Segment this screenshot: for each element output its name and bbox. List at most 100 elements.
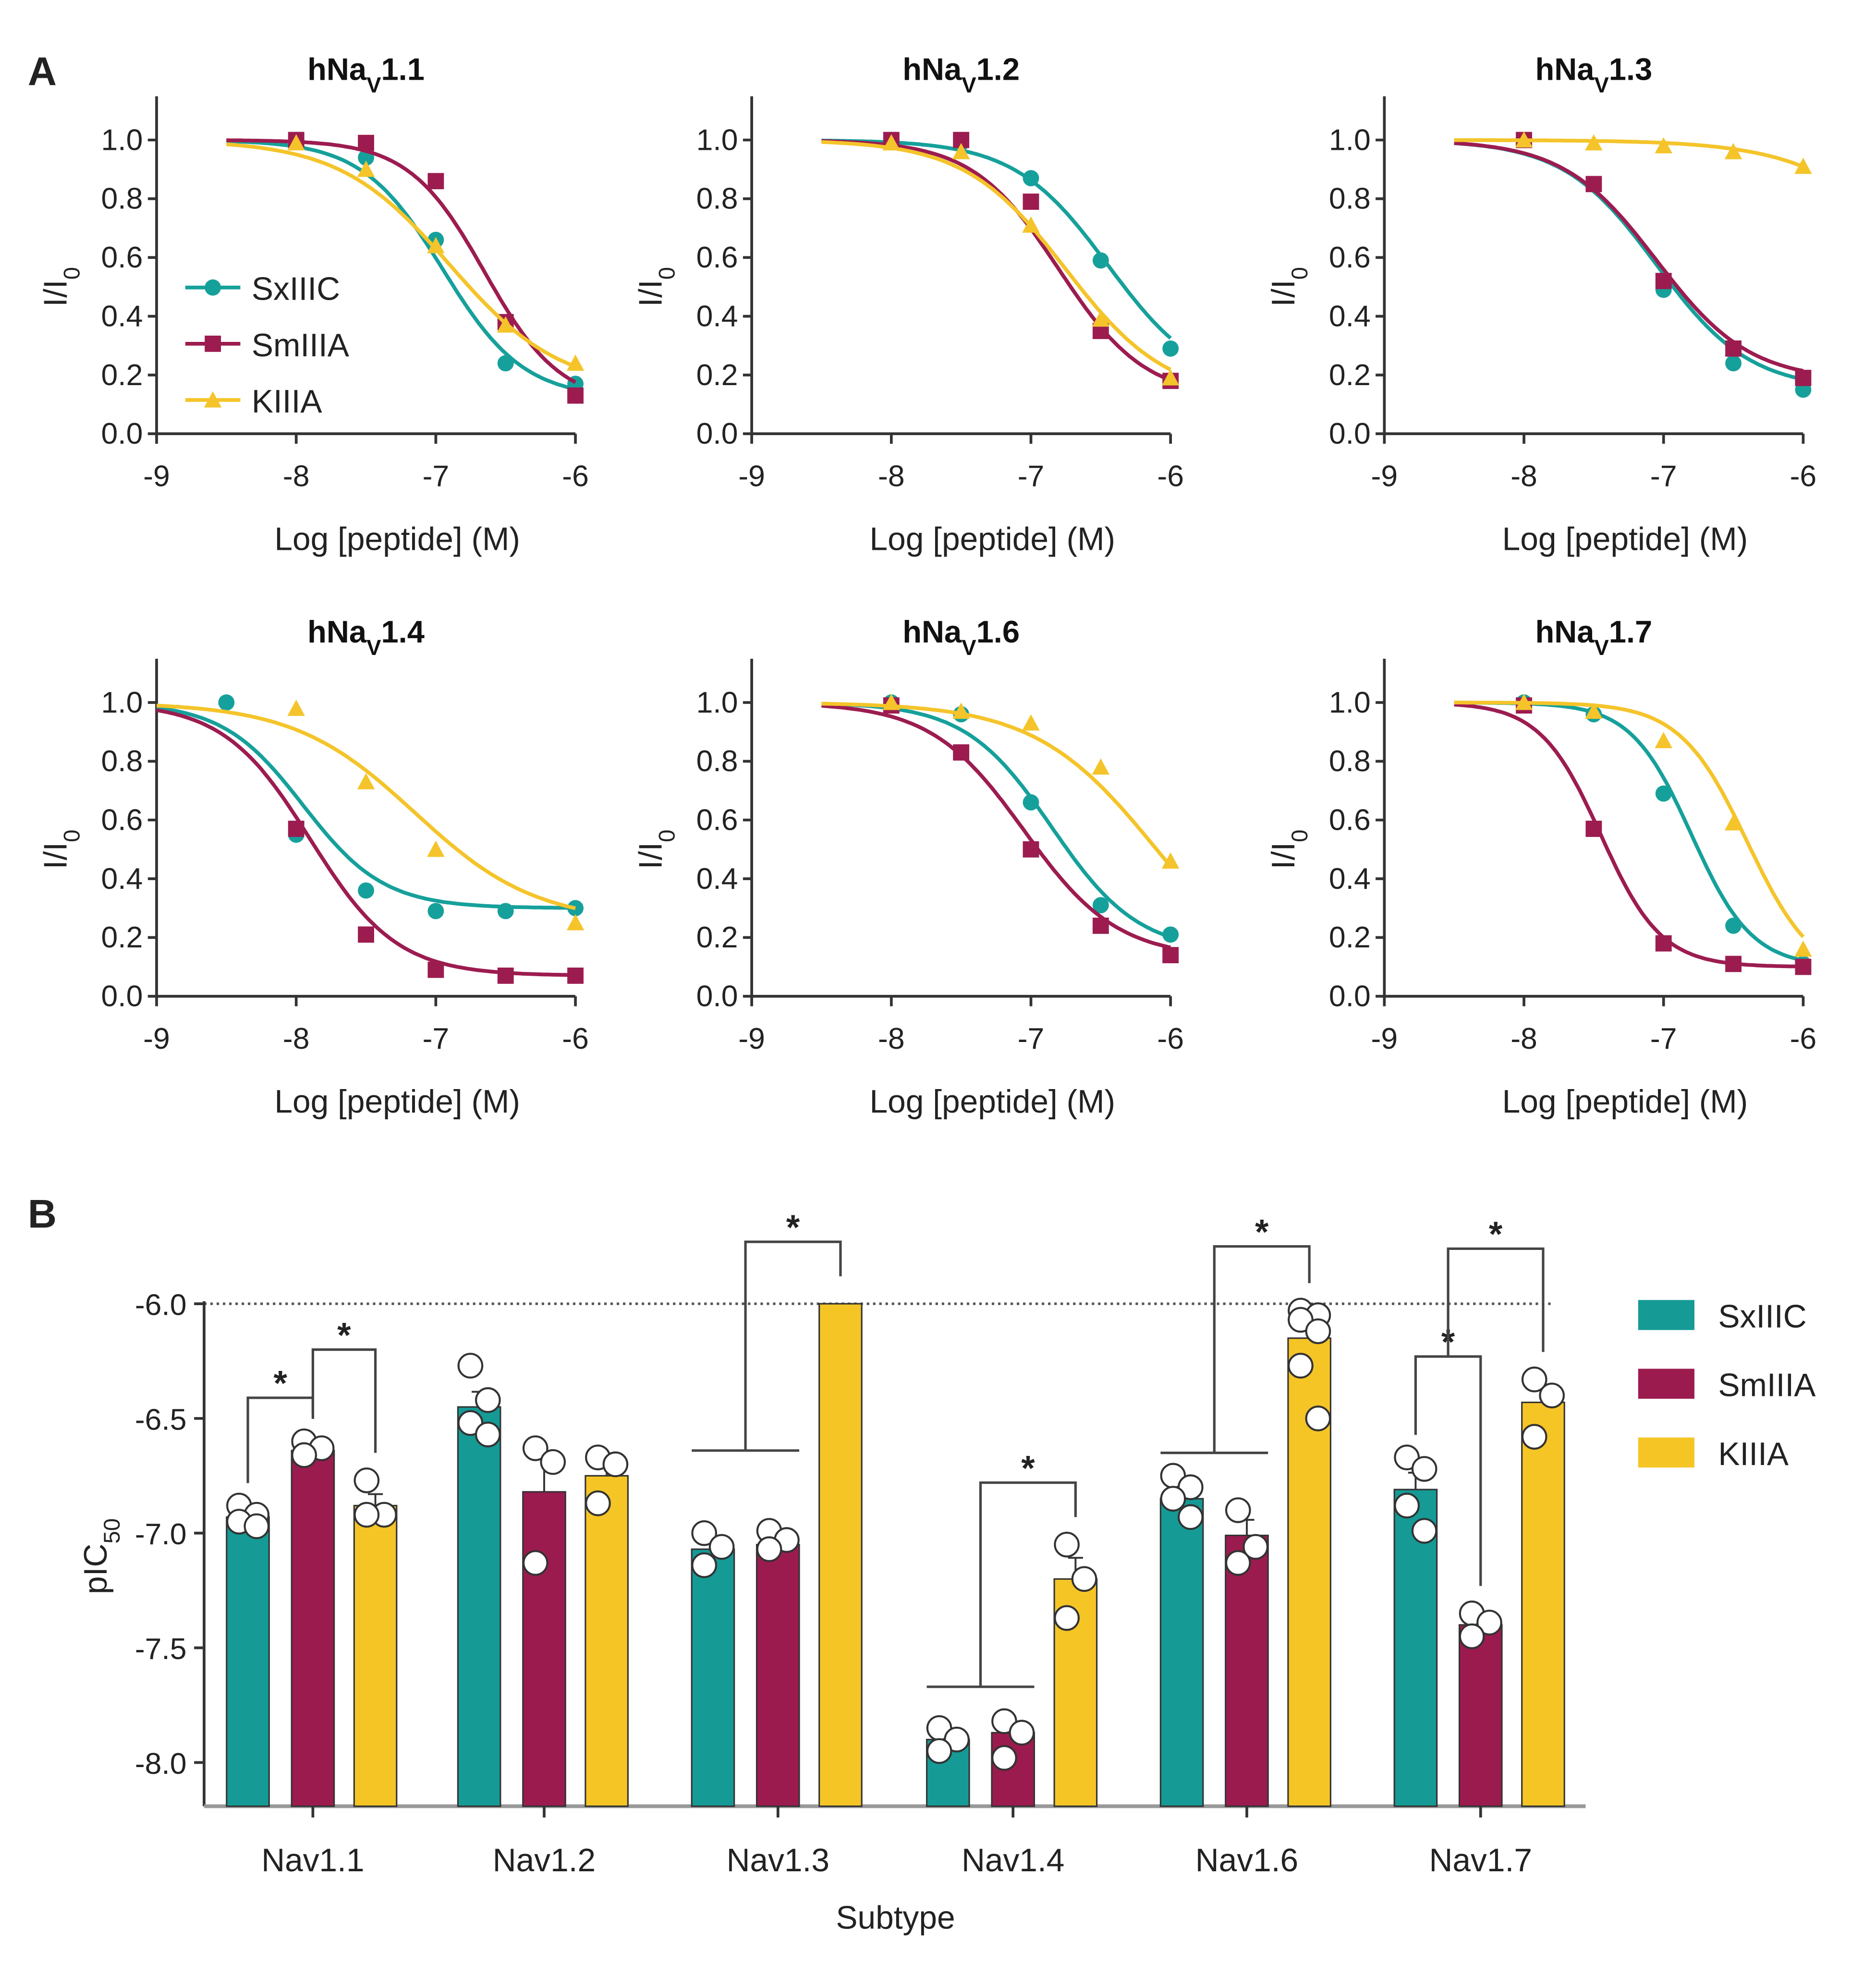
legend-label: SxIIIC xyxy=(252,271,340,307)
replicate-point xyxy=(1305,1318,1331,1345)
data-point-KIIIA xyxy=(357,773,375,789)
y-tick-label: -7.0 xyxy=(135,1517,187,1551)
y-tick-label: 0.8 xyxy=(1329,182,1371,216)
x-tick-label: -7 xyxy=(1650,1022,1677,1055)
data-point-KIIIA xyxy=(1515,693,1533,710)
y-tick-label: 1.0 xyxy=(696,123,738,157)
significance-bracket-Nav1.7: * xyxy=(1447,1215,1545,1357)
data-point-SmIIIA xyxy=(953,744,970,761)
x-tick-label: -7 xyxy=(1018,460,1045,493)
data-point-SmIIIA xyxy=(1162,947,1179,963)
data-point-SmIIIA xyxy=(1725,340,1742,357)
significance-label: * xyxy=(337,1316,351,1355)
data-point-SxIIIC xyxy=(497,903,514,920)
data-point-SxIIIC xyxy=(1162,340,1179,357)
data-point-SmIIIA xyxy=(1023,841,1039,858)
data-point-KIIIA xyxy=(287,699,305,716)
replicate-point xyxy=(585,1490,611,1516)
x-tick-label: -9 xyxy=(738,1022,765,1055)
subplot-1-3: hNaV1.3 0.0 0.2 0.4 0.6 0.8 1.0 -9 -8 -7 -6 Log [pe… xyxy=(1266,52,1816,557)
x-tick-label: -6 xyxy=(1790,460,1817,493)
replicate-point xyxy=(475,1387,501,1413)
bar-KIIIA-Nav1.7 xyxy=(1521,1401,1565,1807)
y-tick-label: 0.0 xyxy=(696,980,738,1013)
fit-curve-SmIIIA xyxy=(226,138,577,384)
bar-SxIIIC-Nav1.1 xyxy=(226,1516,270,1807)
subplot-1-6: hNaV1.6 0.0 0.2 0.4 0.6 0.8 1.0 -9 -8 -7 -6 Log [pe… xyxy=(633,614,1184,1120)
x-axis-label: Subtype xyxy=(836,1900,955,1936)
data-point-SmIIIA xyxy=(567,967,584,984)
significance-label: * xyxy=(786,1208,800,1247)
data-point-SmIIIA xyxy=(497,967,514,984)
data-point-KIIIA xyxy=(357,160,375,177)
y-tick-label: 0.6 xyxy=(101,803,143,837)
y-axis-label: I/I0 xyxy=(633,829,680,869)
data-point-KIIIA xyxy=(1655,137,1672,154)
data-point-SxIIIC xyxy=(1092,252,1109,269)
replicate-point xyxy=(1539,1382,1565,1408)
replicate-point xyxy=(602,1451,629,1478)
x-tick-label: Nav1.3 xyxy=(727,1842,829,1878)
legend-label: SmIIIA xyxy=(1718,1368,1815,1404)
data-point-KIIIA xyxy=(497,316,514,333)
subplot-1-1: hNaV1.1 0.0 0.2 0.4 0.6 0.8 1.0 -9 -8 -7 -6 Log [pe… xyxy=(38,52,589,557)
y-tick-label: 0.0 xyxy=(1329,980,1371,1013)
y-tick-label: 0.8 xyxy=(696,182,738,216)
significance-bracket-Nav1.4: * xyxy=(926,1449,1077,1688)
bracket-line xyxy=(1447,1247,1545,1357)
y-tick-label: 1.0 xyxy=(101,686,143,719)
legend-b: SxIIIC SmIIIA KIIIA xyxy=(1638,1299,1815,1472)
fit-curve-SxIIIC xyxy=(156,706,576,910)
x-tick-label: -6 xyxy=(562,460,589,493)
replicate-point xyxy=(1054,1605,1080,1631)
replicate-point xyxy=(1225,1497,1251,1523)
x-tick-label: -6 xyxy=(1790,1022,1817,1055)
data-point-KIIIA xyxy=(1655,732,1672,749)
fit-curve-SxIIIC xyxy=(1454,701,1804,962)
bar-SmIIIA-Nav1.6 xyxy=(1225,1534,1269,1807)
data-point-SmIIIA xyxy=(1023,194,1039,210)
x-tick-label: -8 xyxy=(1511,1022,1537,1055)
x-axis-label: Log [peptide] (M) xyxy=(274,1084,520,1120)
x-tick-label: -8 xyxy=(878,460,905,493)
bracket-line xyxy=(744,1240,842,1451)
subplot-title: hNaV1.4 xyxy=(307,614,425,660)
data-point-KIIIA xyxy=(882,134,901,151)
data-point-SmIIIA xyxy=(1795,370,1812,386)
legend-swatch-SmIIIA xyxy=(1638,1369,1694,1399)
data-point-KIIIA xyxy=(1022,216,1040,233)
data-point-SxIIIC xyxy=(1162,926,1179,943)
data-point-KIIIA xyxy=(952,703,970,719)
replicate-point xyxy=(926,1738,952,1764)
fit-curve-SmIIIA xyxy=(1454,703,1803,969)
x-tick-label: -8 xyxy=(878,1022,905,1055)
data-point-SmIIIA xyxy=(288,821,305,837)
subplot-title: hNaV1.6 xyxy=(902,614,1020,660)
replicate-point xyxy=(708,1534,735,1560)
bar-KIIIA-Nav1.2 xyxy=(585,1475,629,1807)
significance-bracket-Nav1.6: * xyxy=(1160,1212,1311,1454)
data-point-SxIIIC xyxy=(497,355,514,372)
replicate-point xyxy=(756,1536,782,1563)
data-point-KIIIA xyxy=(1161,852,1180,869)
data-point-KIIIA xyxy=(427,840,445,857)
x-tick-label: -7 xyxy=(423,1022,450,1055)
significance-label: * xyxy=(1021,1449,1035,1488)
data-point-KIIIA xyxy=(882,693,901,710)
replicate-point xyxy=(1411,1456,1437,1482)
x-tick-label: Nav1.7 xyxy=(1429,1842,1532,1878)
bracket-line xyxy=(1213,1245,1311,1453)
data-point-KIIIA xyxy=(566,914,585,931)
x-axis-label: Log [peptide] (M) xyxy=(274,521,520,557)
data-point-KIIIA xyxy=(1092,758,1110,775)
replicate-point xyxy=(1288,1353,1314,1379)
replicate-point xyxy=(475,1421,501,1448)
fit-curve-SxIIIC xyxy=(821,138,1172,340)
replicate-point xyxy=(291,1442,317,1468)
replicate-point xyxy=(522,1435,548,1461)
fit-curve-SmIIIA xyxy=(821,139,1171,382)
data-point-SmIIIA xyxy=(1725,956,1742,972)
y-tick-label: 0.6 xyxy=(1329,803,1371,837)
